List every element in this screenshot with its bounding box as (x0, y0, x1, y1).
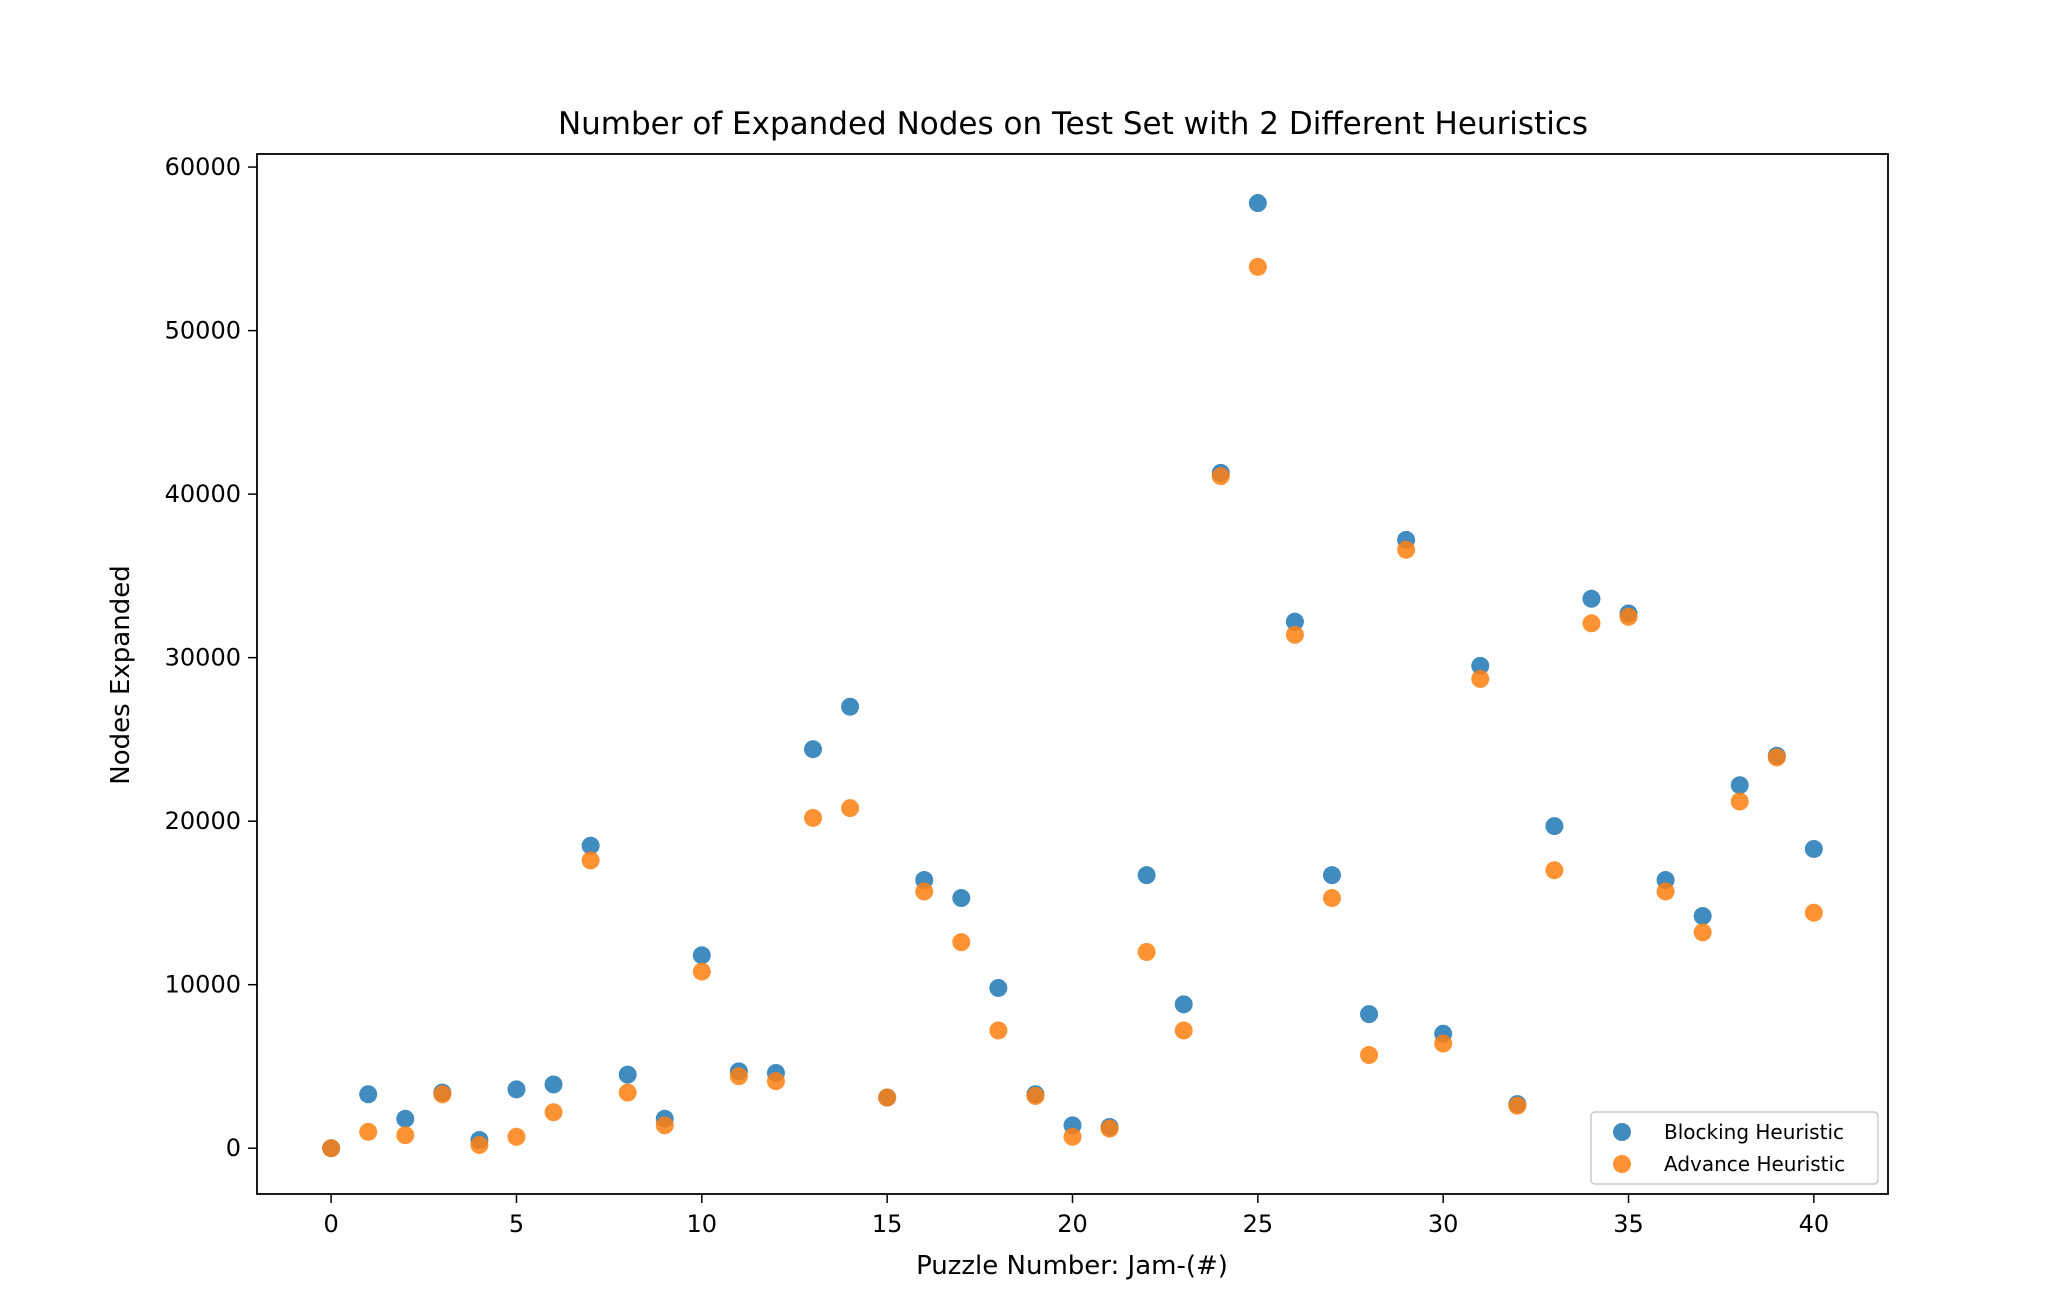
data-point-blocking-heuristic (804, 740, 823, 759)
x-tick-label: 40 (1799, 1210, 1830, 1238)
data-point-blocking-heuristic (1248, 194, 1267, 213)
y-tick-label: 50000 (165, 317, 241, 345)
data-point-blocking-heuristic (1360, 1005, 1379, 1024)
data-point-advance-heuristic (1730, 792, 1749, 811)
y-tick-label: 30000 (165, 644, 241, 672)
x-tick-label: 0 (323, 1210, 338, 1238)
data-point-advance-heuristic (1360, 1046, 1379, 1065)
data-point-advance-heuristic (1322, 889, 1341, 908)
data-point-advance-heuristic (1100, 1119, 1119, 1138)
legend-box (1590, 1111, 1879, 1185)
data-point-advance-heuristic (729, 1067, 748, 1086)
data-point-blocking-heuristic (507, 1080, 526, 1099)
x-tick-label: 15 (872, 1210, 903, 1238)
data-point-advance-heuristic (1619, 607, 1638, 626)
data-point-blocking-heuristic (989, 978, 1008, 997)
y-tick-label: 0 (226, 1134, 241, 1162)
plot-area (322, 194, 1823, 1158)
y-tick-label: 20000 (165, 807, 241, 835)
data-point-advance-heuristic (470, 1135, 489, 1154)
y-axis-ticks: 0 10000 20000 30000 40000 50000 60000 (165, 153, 257, 1162)
data-point-advance-heuristic (1508, 1096, 1527, 1115)
x-tick-label: 35 (1613, 1210, 1644, 1238)
data-point-blocking-heuristic (1545, 817, 1564, 836)
data-point-advance-heuristic (433, 1085, 452, 1104)
legend-marker-blocking-heuristic (1613, 1123, 1631, 1141)
data-point-advance-heuristic (1137, 942, 1156, 961)
data-point-blocking-heuristic (359, 1085, 378, 1104)
data-point-blocking-heuristic (1322, 866, 1341, 885)
data-point-advance-heuristic (1248, 257, 1267, 276)
data-point-blocking-heuristic (1582, 589, 1601, 608)
data-point-advance-heuristic (1285, 625, 1304, 644)
chart-title: Number of Expanded Nodes on Test Set wit… (558, 106, 1588, 142)
data-point-blocking-heuristic (692, 946, 711, 965)
data-point-advance-heuristic (581, 851, 600, 870)
x-tick-label: 25 (1243, 1210, 1274, 1238)
y-axis-label: Nodes Expanded (106, 565, 136, 784)
data-point-advance-heuristic (1471, 669, 1490, 688)
data-point-advance-heuristic (1804, 903, 1823, 922)
data-point-blocking-heuristic (841, 697, 860, 716)
data-point-advance-heuristic (804, 808, 823, 827)
data-point-blocking-heuristic (581, 836, 600, 855)
y-tick-label: 10000 (165, 971, 241, 999)
data-point-advance-heuristic (766, 1072, 785, 1091)
x-tick-label: 5 (509, 1210, 524, 1238)
data-point-advance-heuristic (878, 1088, 897, 1107)
y-tick-label: 60000 (165, 153, 241, 181)
data-point-advance-heuristic (1693, 923, 1712, 942)
data-point-advance-heuristic (322, 1139, 341, 1158)
data-point-advance-heuristic (952, 933, 971, 952)
data-point-blocking-heuristic (1693, 907, 1712, 926)
data-point-advance-heuristic (1174, 1021, 1193, 1040)
x-tick-label: 30 (1428, 1210, 1459, 1238)
legend-label-blocking-heuristic: Blocking Heuristic (1664, 1120, 1844, 1144)
data-point-advance-heuristic (1026, 1086, 1045, 1105)
data-point-advance-heuristic (544, 1103, 563, 1122)
data-point-advance-heuristic (1211, 467, 1230, 486)
data-point-advance-heuristic (915, 882, 934, 901)
data-point-advance-heuristic (1767, 748, 1786, 767)
data-point-advance-heuristic (1397, 540, 1416, 559)
data-point-advance-heuristic (618, 1083, 637, 1102)
data-point-advance-heuristic (655, 1116, 674, 1135)
data-point-advance-heuristic (1582, 614, 1601, 633)
data-point-advance-heuristic (692, 962, 711, 981)
legend-label-advance-heuristic: Advance Heuristic (1664, 1152, 1845, 1176)
y-tick-label: 40000 (165, 480, 241, 508)
data-point-blocking-heuristic (396, 1109, 415, 1128)
data-point-advance-heuristic (359, 1122, 378, 1141)
data-point-advance-heuristic (396, 1126, 415, 1145)
data-point-advance-heuristic (507, 1127, 526, 1146)
x-axis-ticks: 0 5 10 15 20 25 30 35 40 (323, 1194, 1829, 1238)
legend-marker-advance-heuristic (1613, 1155, 1631, 1173)
data-point-advance-heuristic (989, 1021, 1008, 1040)
data-point-advance-heuristic (841, 799, 860, 818)
x-tick-label: 20 (1057, 1210, 1088, 1238)
data-point-blocking-heuristic (1174, 995, 1193, 1014)
data-point-blocking-heuristic (1285, 612, 1304, 631)
legend: Blocking Heuristic Advance Heuristic (1590, 1111, 1879, 1185)
x-tick-label: 10 (687, 1210, 718, 1238)
data-point-advance-heuristic (1545, 861, 1564, 880)
data-point-blocking-heuristic (1471, 656, 1490, 675)
data-point-advance-heuristic (1434, 1034, 1453, 1053)
data-point-advance-heuristic (1656, 882, 1675, 901)
data-point-blocking-heuristic (1137, 866, 1156, 885)
data-point-advance-heuristic (1063, 1127, 1082, 1146)
data-point-blocking-heuristic (1730, 776, 1749, 795)
data-point-blocking-heuristic (618, 1065, 637, 1084)
data-point-blocking-heuristic (544, 1075, 563, 1094)
data-point-blocking-heuristic (1804, 839, 1823, 858)
x-axis-label: Puzzle Number: Jam-(#) (916, 1251, 1228, 1281)
data-point-blocking-heuristic (952, 889, 971, 908)
